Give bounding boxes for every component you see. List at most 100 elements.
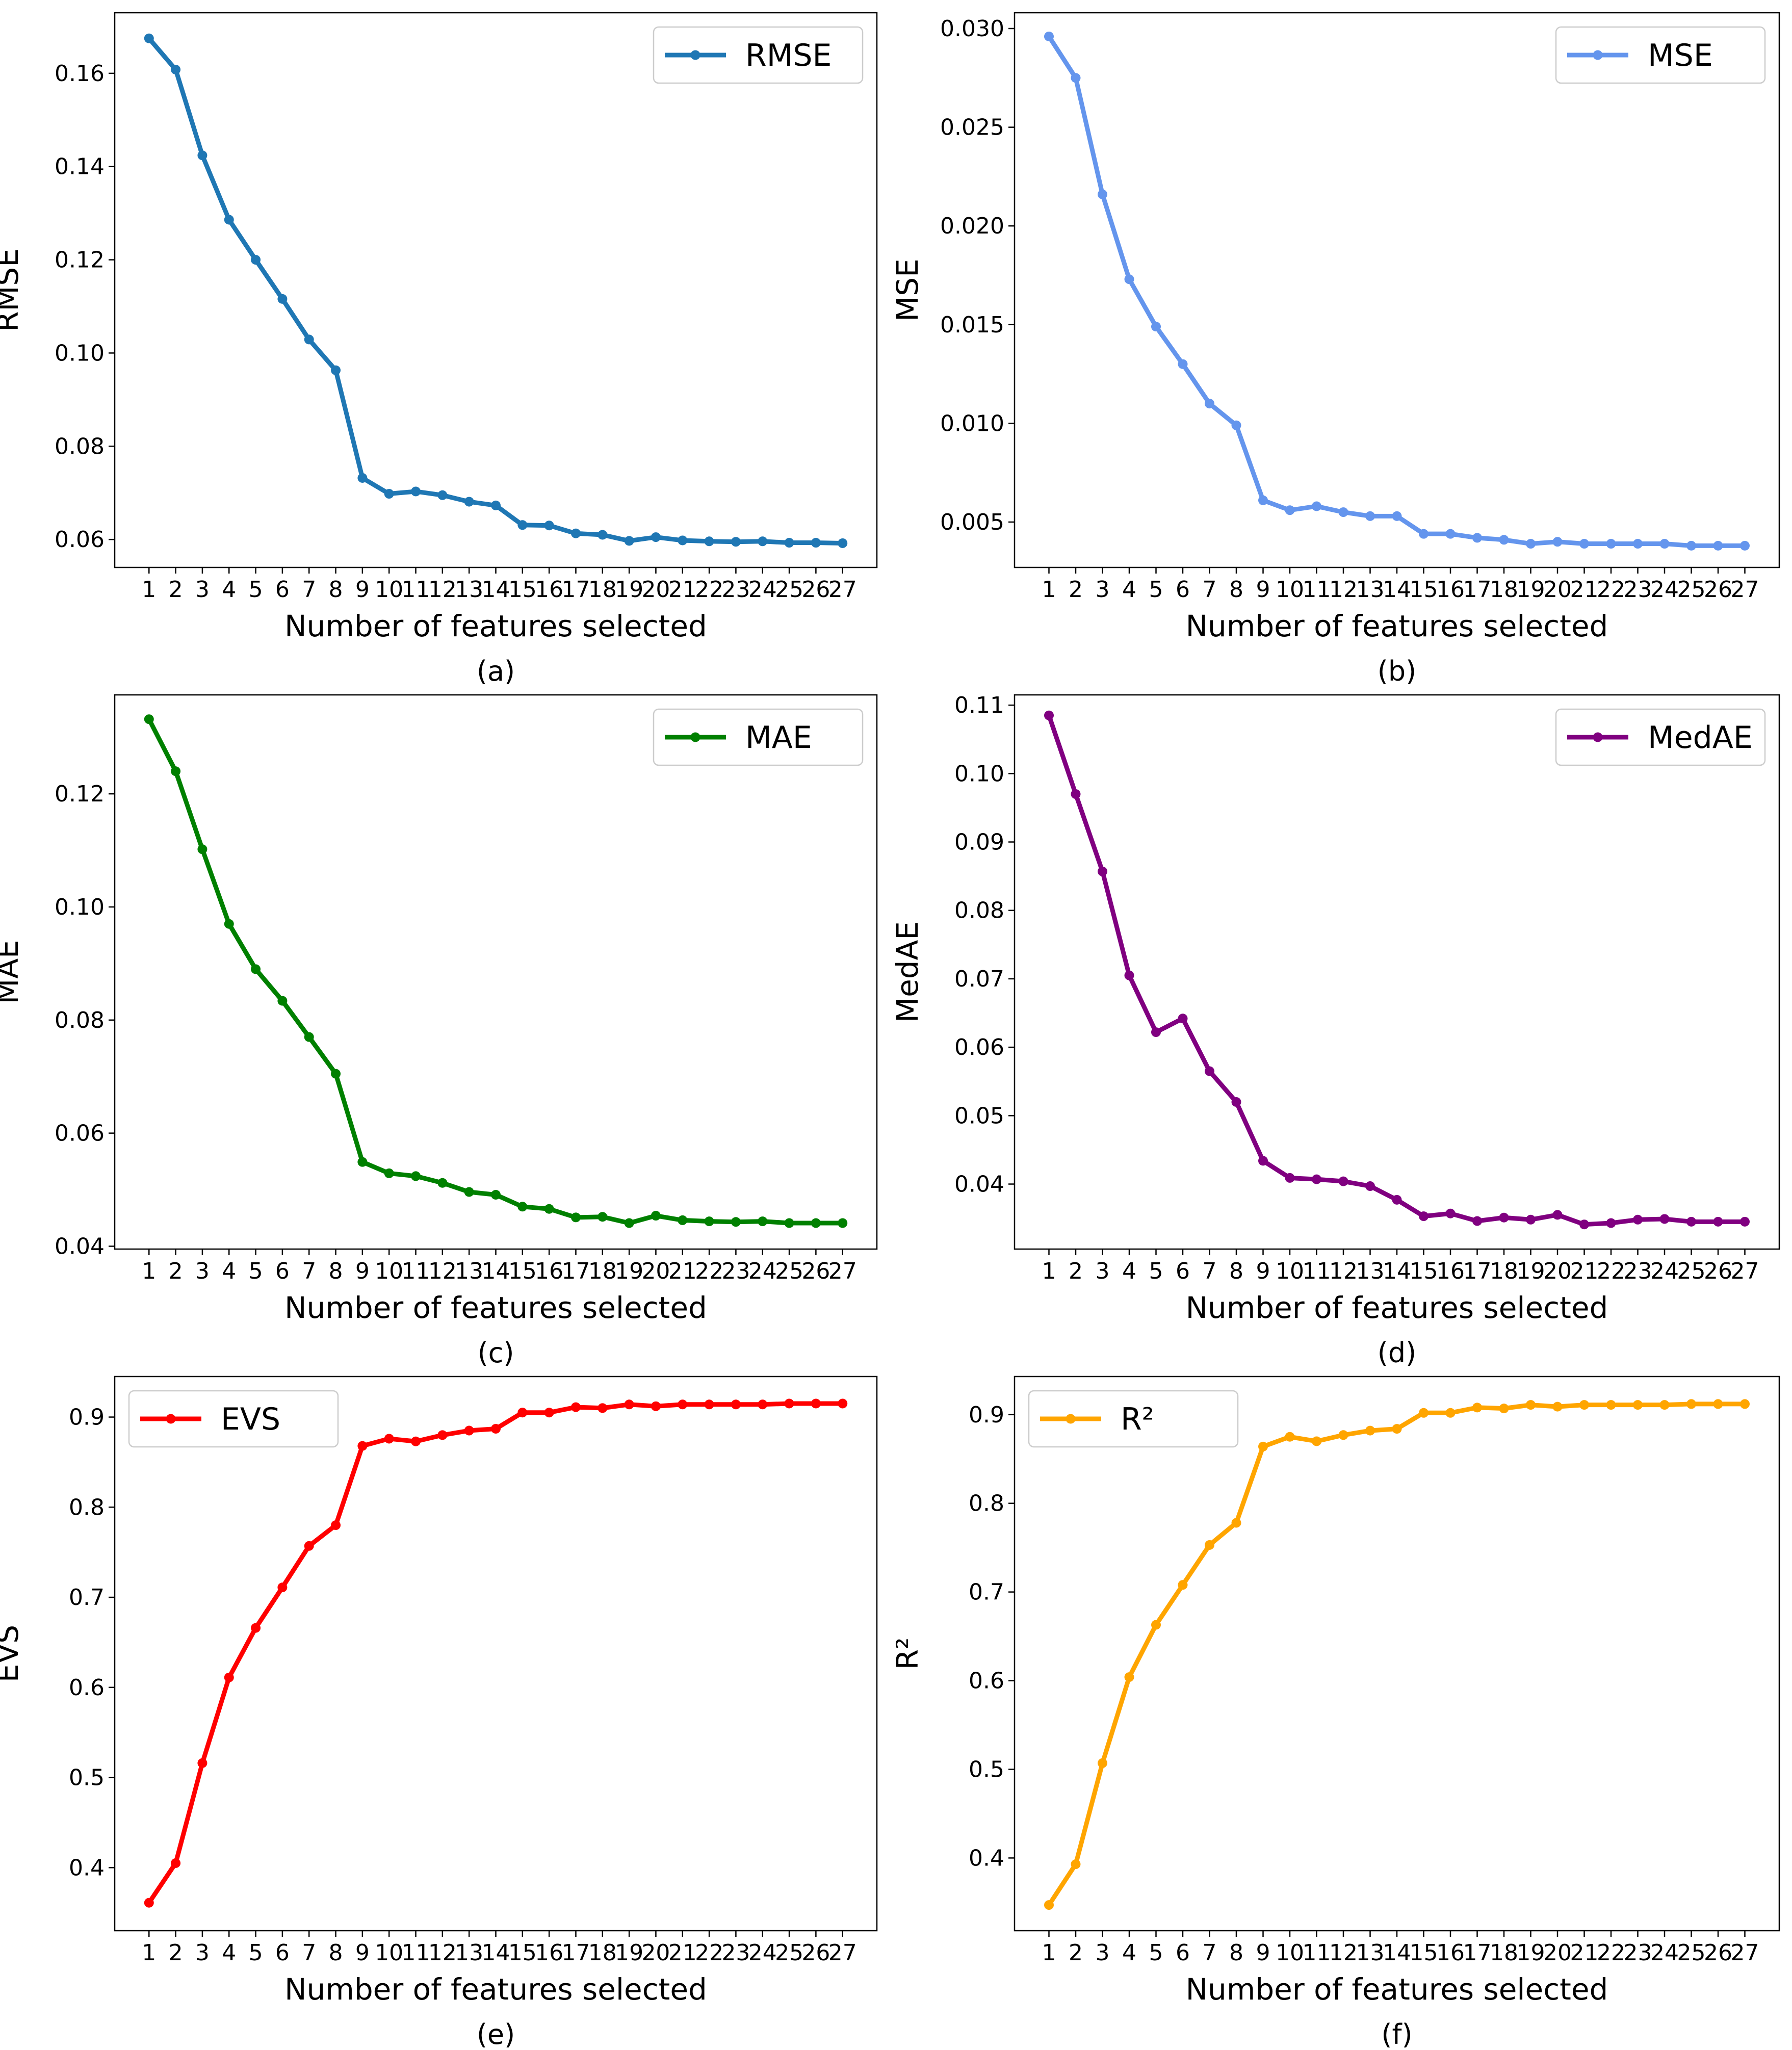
x-tick-label: 9 [1256,577,1270,603]
x-tick-label: 21 [668,1258,697,1284]
x-tick-label: 8 [1229,577,1243,603]
x-tick-label: 10 [375,1940,403,1966]
data-point [1338,1430,1348,1440]
x-tick-label: 11 [402,577,430,603]
x-tick-label: 18 [588,1258,617,1284]
x-tick-label: 5 [1149,577,1163,603]
data-point [1178,359,1188,369]
x-tick-label: 10 [375,1258,403,1284]
x-tick-label: 24 [1650,577,1679,603]
data-point [144,1898,154,1908]
data-point [1098,1758,1107,1768]
x-tick-label: 2 [169,577,183,603]
series-line-EVS [146,1401,845,1905]
x-tick-label: 24 [748,1258,777,1284]
x-tick-label: 13 [1356,1940,1385,1966]
y-tick-label: 0.005 [940,509,1004,535]
x-tick-label: 27 [1731,1940,1759,1966]
data-point [1312,1174,1321,1184]
plot-frame [114,12,878,568]
data-point [171,65,181,75]
data-point [1258,1156,1268,1166]
data-point [1098,866,1107,876]
x-tick-label: 9 [1256,1940,1270,1966]
y-tick-label: 0.015 [940,312,1004,338]
data-point [1178,1580,1188,1590]
x-tick-label: 13 [455,1940,483,1966]
data-point [1606,1218,1616,1228]
plot-frame [1014,1376,1780,1932]
data-point [464,1187,474,1197]
series-line-RMSE [146,36,845,546]
x-tick-label: 15 [508,577,537,603]
x-tick-label: 25 [775,1940,803,1966]
legend-swatch-marker [690,732,700,742]
x-tick-label: 16 [1436,1258,1465,1284]
y-tick-label: 0.10 [954,761,1004,787]
data-point [731,1399,741,1410]
data-point [1231,1518,1241,1528]
data-point [1419,529,1429,539]
data-point [758,1399,768,1410]
data-point [331,1520,341,1530]
y-tick-label: 0.7 [69,1585,105,1611]
chart-panel-3: 0.040.060.080.100.121 2 3 4 5 6 7 8 9 10111213141… [0,694,878,1369]
y-tick-label: 0.14 [55,154,105,180]
x-tick-label: 13 [455,577,483,603]
x-tick-label: 20 [1543,1940,1572,1966]
x-tick-label: 15 [1410,577,1438,603]
data-point [331,365,341,375]
x-tick-label: 4 [222,577,236,603]
legend-box [128,1390,339,1448]
x-tick-label: 25 [1677,577,1706,603]
x-tick-label: 6 [1176,1940,1190,1966]
x-tick-label: 19 [1517,1940,1545,1966]
x-tick-label: 23 [1624,1258,1652,1284]
data-point [304,1541,314,1551]
panel-caption: (b) [1378,655,1416,687]
x-tick-label: 5 [1149,1258,1163,1284]
x-tick-label: 26 [1704,577,1732,603]
data-point [304,1032,314,1042]
x-tick-label: 8 [329,1940,343,1966]
x-tick-label: 7 [1203,1940,1217,1966]
y-tick-label: 0.6 [969,1668,1004,1694]
x-tick-label: 12 [428,1940,457,1966]
y-tick-label: 0.5 [69,1765,105,1791]
legend-swatch-marker [1066,1414,1076,1424]
data-point [1071,1859,1081,1870]
x-tick-label: 2 [169,1258,183,1284]
x-tick-label: 23 [721,1940,750,1966]
y-axis-label: R² [890,1638,925,1670]
x-tick-label: 24 [1650,1258,1679,1284]
data-point [517,1202,528,1212]
data-point [1151,1620,1161,1630]
x-tick-label: 17 [1463,577,1492,603]
x-tick-label: 10 [1276,1940,1304,1966]
x-tick-label: 20 [641,1258,670,1284]
y-tick-label: 0.12 [55,781,105,807]
x-tick-label: 20 [641,577,670,603]
x-tick-label: 25 [775,577,803,603]
x-tick-label: 25 [1677,1258,1706,1284]
y-tick-label: 0.08 [954,898,1004,924]
legend: MSE [1555,26,1766,84]
panel-caption: (e) [477,2018,515,2050]
data-point [1740,540,1750,551]
y-tick-label: 0.8 [969,1491,1004,1517]
x-tick-label: 8 [329,577,343,603]
data-point [1285,1432,1295,1442]
legend-swatch-marker [1593,732,1603,742]
data-point [1659,1214,1670,1224]
data-point [437,1178,448,1188]
data-point [171,766,181,776]
data-point [570,1402,581,1412]
data-point [678,1399,688,1410]
data-point [784,1398,794,1409]
x-tick-label: 26 [1704,1258,1732,1284]
data-point [570,1212,581,1223]
y-tick-label: 0.9 [969,1402,1004,1428]
data-point [1740,1399,1750,1409]
data-point [411,1436,421,1446]
x-tick-label: 18 [588,1940,617,1966]
